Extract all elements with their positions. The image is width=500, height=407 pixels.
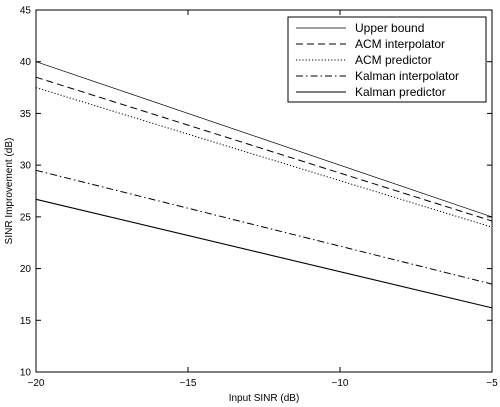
y-tick-label: 35 [20, 109, 32, 120]
y-axis-label: SINR Improvement (dB) [4, 138, 15, 245]
series-line [35, 76, 493, 222]
series-lines [35, 61, 493, 309]
legend: Upper bound ACM interpolator ACM predictor… [287, 16, 487, 103]
series-line [35, 169, 493, 285]
x-tick-label: −20 [28, 378, 45, 389]
y-tick-label: 10 [20, 368, 32, 379]
series-line [35, 87, 493, 228]
x-axis-label: Input SINR (dB) [229, 393, 300, 404]
y-tick-label: 20 [20, 264, 32, 275]
y-tick-label: 25 [20, 212, 32, 223]
x-tick-label: −10 [332, 378, 349, 389]
x-tick-label: −15 [180, 378, 197, 389]
y-tick-label: 40 [20, 57, 32, 68]
axis-ticks: −20 −15 −10 −5 10 15 20 25 30 35 40 45 [20, 6, 498, 390]
y-tick-label: 15 [20, 316, 32, 327]
legend-label: Kalman predictor [355, 85, 446, 99]
y-tick-label: 30 [20, 161, 32, 172]
legend-box [287, 16, 487, 103]
series-line [35, 198, 493, 309]
legend-label: ACM predictor [355, 53, 432, 67]
series-line [35, 61, 493, 218]
y-tick-label: 45 [20, 6, 32, 17]
x-tick-label: −5 [486, 378, 498, 389]
legend-label: Kalman interpolator [355, 69, 459, 83]
legend-label: ACM interpolator [355, 37, 445, 51]
legend-label: Upper bound [355, 21, 424, 35]
